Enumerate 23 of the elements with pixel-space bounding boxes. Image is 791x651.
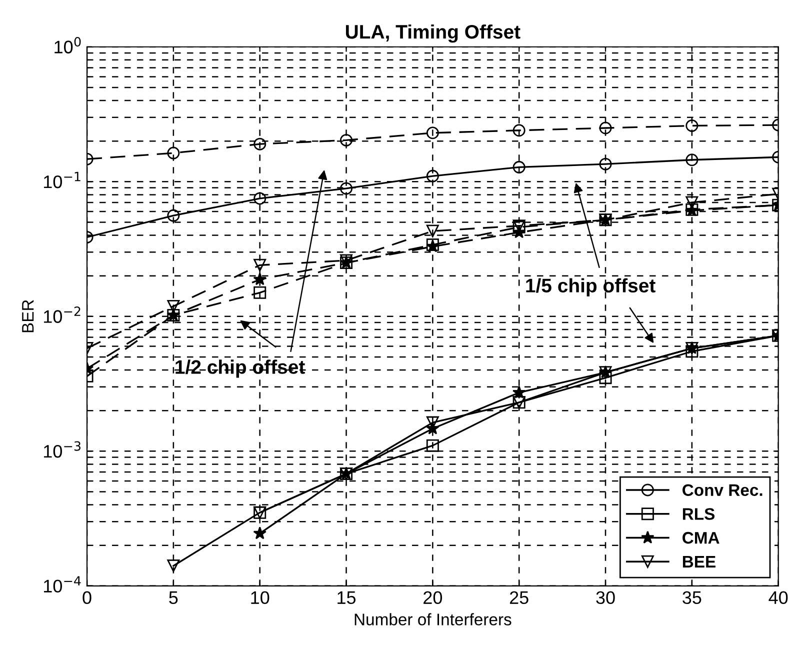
x-tick-label: 0 bbox=[82, 591, 92, 604]
x-tick-label: 5 bbox=[169, 591, 178, 604]
y-tick-label: 10$^{−4}$ bbox=[44, 576, 81, 592]
annotation: 1/5 chip offset bbox=[526, 278, 656, 296]
y-tick-label: 10$^{−3}$ bbox=[44, 441, 80, 458]
legend-label: CMA bbox=[682, 532, 720, 544]
legend-label: Conv Rec. bbox=[682, 484, 762, 496]
annotation: 1/2 chip offset bbox=[176, 360, 305, 378]
y-tick-label: 10$^{−1}$ bbox=[44, 172, 80, 188]
legend-label: RLS bbox=[682, 508, 715, 520]
x-tick-label: 35 bbox=[682, 591, 702, 604]
x-tick-label: 40 bbox=[768, 591, 788, 604]
y-tick-label: 10$^{0}$ bbox=[54, 36, 81, 54]
x-axis-title: Number of Interferers bbox=[354, 613, 512, 626]
legend-label: BEE bbox=[682, 556, 716, 568]
x-tick-label: 30 bbox=[596, 591, 615, 604]
y-tick-label: 10$^{−2}$ bbox=[44, 306, 80, 323]
y-axis-title: BER bbox=[22, 300, 34, 332]
x-tick-label: 25 bbox=[510, 591, 528, 604]
chart-title: ULA, Timing Offset bbox=[346, 24, 520, 43]
x-tick-label: 10 bbox=[251, 591, 270, 604]
x-tick-label: 20 bbox=[424, 591, 442, 604]
x-tick-label: 15 bbox=[338, 591, 356, 604]
